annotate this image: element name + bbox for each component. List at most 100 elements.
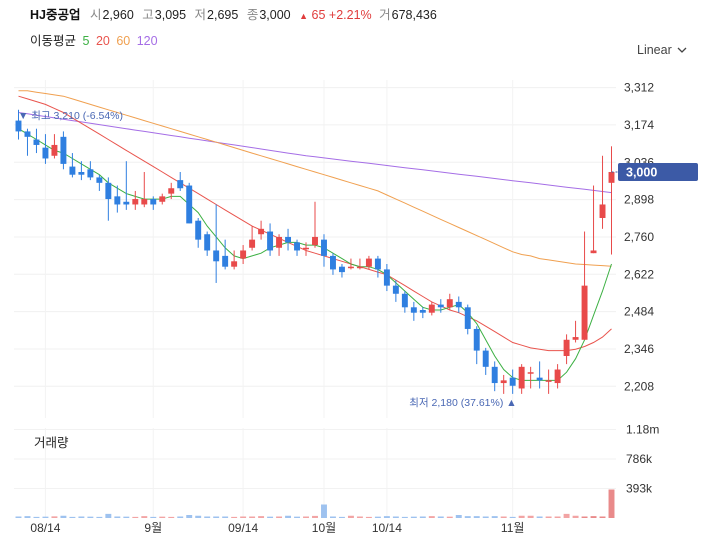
volume-bar xyxy=(258,516,265,518)
candle-body xyxy=(312,236,318,246)
ma60-line xyxy=(18,90,612,267)
candle-body xyxy=(186,185,193,224)
candle-body xyxy=(330,255,336,270)
volume-bar xyxy=(114,516,121,518)
volume-bar xyxy=(42,516,49,518)
scale-selector[interactable]: Linear xyxy=(637,43,687,57)
volume-bar xyxy=(276,516,283,518)
volume-bar xyxy=(330,516,336,518)
volume-bar xyxy=(177,516,184,518)
candle-body xyxy=(204,234,211,251)
candle-body xyxy=(285,236,292,243)
price-gridlines xyxy=(14,80,616,418)
volume-bar xyxy=(563,513,570,518)
current-price-badge: 3,000 xyxy=(611,163,698,181)
candle-body xyxy=(392,285,399,294)
volume-bar xyxy=(15,516,22,518)
current-price-box xyxy=(618,163,698,181)
stock-name: HJ중공업 xyxy=(30,8,81,22)
ma-legend-label: 이동평균 xyxy=(30,34,77,48)
volume-bar xyxy=(437,516,444,518)
volume-bars xyxy=(15,489,615,518)
x-tick-label: 08/14 xyxy=(30,521,60,535)
volume-bar xyxy=(410,516,417,518)
candle-body xyxy=(338,266,345,273)
candle-body xyxy=(437,304,444,308)
candle-body xyxy=(303,247,309,250)
candle-body xyxy=(276,236,283,248)
volume-bar xyxy=(446,516,453,518)
x-tick-label: 9월 xyxy=(144,521,162,535)
volume-tick-label: 1.18m xyxy=(626,423,659,437)
candle-body xyxy=(222,255,229,267)
volume-tick-label: 786k xyxy=(626,452,653,466)
candle-body xyxy=(536,377,543,381)
x-tick-label: 10/14 xyxy=(372,521,402,535)
volume-bar xyxy=(464,516,471,518)
candle-body xyxy=(42,147,49,159)
candle-body xyxy=(267,231,274,251)
low-marker-label: 최저 2,180 (37.61%) ▲ xyxy=(409,397,516,409)
candle-body xyxy=(572,337,579,340)
scale-selector-label: Linear xyxy=(637,43,672,57)
candle-body xyxy=(509,377,516,386)
candle-body xyxy=(608,172,615,183)
change-value: 65 xyxy=(311,8,326,22)
volume-bar xyxy=(428,516,435,518)
candle-body xyxy=(563,339,570,356)
date-axis: 08/14 9월 09/14 10월 10/14 11월 xyxy=(30,521,524,535)
y-tick-label: 2,484 xyxy=(624,305,654,319)
low-value: 2,695 xyxy=(207,8,239,22)
volume-bar xyxy=(213,516,220,518)
low-label: 저 xyxy=(194,8,207,22)
volume-bar xyxy=(168,516,175,518)
volume-bar xyxy=(536,516,543,518)
change-percent: +2.21% xyxy=(328,8,372,22)
candle-body xyxy=(356,266,363,269)
candle-body xyxy=(123,201,130,205)
ma-20-label: 20 xyxy=(95,34,110,48)
candle-body xyxy=(581,285,588,340)
volume-axis: 1.18m 786k 393k xyxy=(626,423,659,496)
ma-120-label: 120 xyxy=(136,34,158,48)
candle-body xyxy=(114,196,121,205)
ma120-line xyxy=(18,112,612,194)
volume-bar xyxy=(294,516,300,518)
volume-bar xyxy=(554,516,561,518)
volume-bar xyxy=(231,516,238,518)
y-tick-label: 2,622 xyxy=(624,267,654,281)
candle-body xyxy=(78,172,85,175)
high-label: 고 xyxy=(142,8,154,22)
volume-bar xyxy=(518,515,525,518)
candle-body xyxy=(177,180,184,189)
volume-bar xyxy=(374,516,381,518)
y-tick-label: 3,312 xyxy=(624,81,654,95)
volume-bar xyxy=(338,516,345,518)
volume-bar xyxy=(401,516,408,518)
volume-bar xyxy=(105,513,112,518)
volume-bar xyxy=(51,516,58,518)
x-tick-label: 10월 xyxy=(312,521,336,535)
candle-body xyxy=(428,304,435,313)
volume-label: 거 xyxy=(379,8,391,22)
y-tick-label: 2,346 xyxy=(624,342,654,356)
moving-average-legend[interactable]: 이동평균 5 20 60 120 xyxy=(30,30,161,49)
candle-body xyxy=(347,266,354,269)
volume-bar xyxy=(455,515,462,518)
volume-bar xyxy=(240,516,247,518)
candle-body xyxy=(51,144,58,156)
volume-bar xyxy=(195,515,202,518)
candle-body xyxy=(168,188,175,194)
candle-body xyxy=(294,242,300,251)
candle-body xyxy=(249,239,256,248)
ma-5-label: 5 xyxy=(82,34,90,48)
ma20-line xyxy=(18,95,612,352)
volume-bar xyxy=(285,515,292,518)
volume-value: 678,436 xyxy=(391,8,437,22)
open-value: 2,960 xyxy=(102,8,134,22)
volume-bar xyxy=(87,516,94,518)
candle-body xyxy=(473,328,480,351)
volume-bar xyxy=(347,515,354,518)
price-axis: 3,3123,1743,0362,8982,7602,6222,4842,346… xyxy=(624,81,654,394)
